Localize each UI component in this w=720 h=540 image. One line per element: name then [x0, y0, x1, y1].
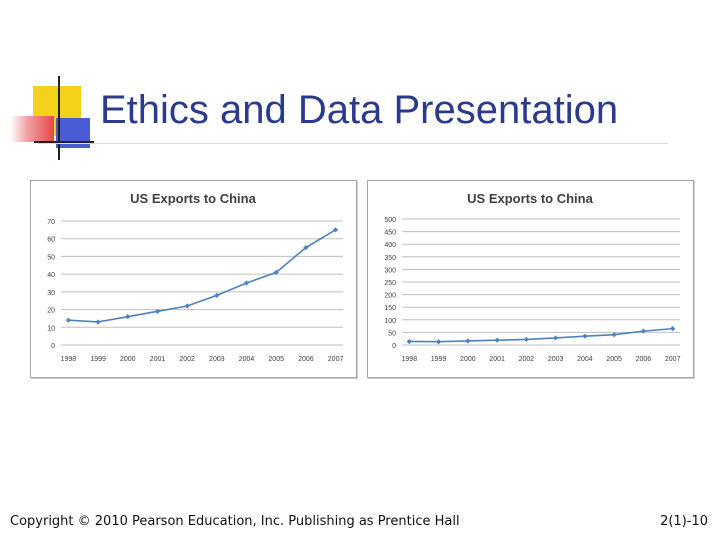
y-tick-label: 100 — [384, 318, 396, 325]
slide-number: 2(1)-10 — [660, 514, 708, 529]
x-tick-label: 2001 — [150, 356, 166, 363]
data-point — [65, 317, 72, 323]
series-line — [409, 327, 673, 343]
data-point — [303, 244, 309, 251]
data-point — [465, 338, 471, 344]
chart-frame-left: US Exports to China 0 10 20 30 40 50 60 70 1998 19… — [30, 180, 357, 378]
y-tick-label: 50 — [47, 254, 55, 261]
x-tick-label: 2002 — [519, 356, 535, 363]
data-point — [582, 333, 588, 339]
y-tick-label: 10 — [47, 325, 55, 332]
x-tick-label: 2002 — [179, 356, 195, 363]
data-point — [523, 336, 529, 343]
data-point — [125, 314, 131, 320]
slide-title: Ethics and Data Presentation — [100, 88, 619, 132]
x-tick-label: 2006 — [636, 356, 652, 363]
y-tick-label: 0 — [51, 343, 55, 350]
y-tick-label: 350 — [384, 255, 396, 262]
data-point — [406, 338, 412, 345]
x-tick-label: 2003 — [209, 356, 225, 363]
y-tick-label: 30 — [47, 290, 55, 297]
data-point — [670, 326, 676, 332]
x-tick-label: 1998 — [61, 356, 77, 363]
x-tick-label: 2006 — [298, 356, 314, 363]
y-tick-label: 250 — [384, 280, 396, 287]
y-tick-label: 70 — [47, 219, 55, 226]
x-tick-label: 2000 — [120, 356, 136, 363]
x-tick-label: 2000 — [460, 356, 476, 363]
y-tick-label: 40 — [47, 272, 55, 279]
x-tick-label: 1999 — [431, 356, 447, 363]
x-tick-label: 2007 — [665, 356, 681, 363]
y-tick-label: 450 — [384, 230, 396, 237]
line-chart-0-to-70: US Exports to China 0 10 20 30 40 50 60 70 1998 19… — [47, 191, 344, 363]
title-divider — [38, 143, 668, 144]
data-point — [95, 319, 101, 325]
x-tick-label: 2003 — [548, 356, 564, 363]
x-tick-label: 2001 — [489, 356, 505, 363]
x-tick-label: 1998 — [402, 356, 418, 363]
y-tick-label: 60 — [47, 237, 55, 244]
data-point — [332, 227, 339, 233]
data-point — [214, 292, 220, 298]
x-tick-label: 2005 — [606, 356, 622, 363]
chart-title: US Exports to China — [467, 191, 593, 206]
y-tick-label: 20 — [47, 308, 55, 315]
x-tick-label: 2004 — [577, 356, 593, 363]
line-chart-0-to-500: US Exports to China 0 50 100 150 200 250 300 350… — [384, 191, 681, 363]
y-tick-label: 200 — [384, 293, 396, 300]
y-tick-label: 0 — [392, 343, 396, 350]
x-tick-label: 2005 — [268, 356, 284, 363]
deco-red-bar — [10, 116, 54, 142]
data-point — [553, 335, 559, 341]
data-point — [494, 337, 500, 343]
y-tick-label: 50 — [388, 330, 396, 337]
x-tick-label: 1999 — [90, 356, 106, 363]
data-point — [184, 303, 190, 309]
data-point — [435, 339, 442, 345]
deco-vertical-line — [58, 76, 60, 160]
y-tick-label: 400 — [384, 242, 396, 249]
series-line — [68, 229, 336, 323]
chart-title: US Exports to China — [130, 191, 256, 206]
data-point — [243, 280, 250, 286]
y-tick-label: 300 — [384, 267, 396, 274]
chart-frame-right: US Exports to China 0 50 100 150 200 250 300 350… — [367, 180, 694, 378]
y-tick-label: 500 — [384, 217, 396, 224]
data-point — [640, 328, 647, 334]
deco-horizontal-line — [34, 141, 94, 143]
x-tick-label: 2004 — [239, 356, 255, 363]
y-tick-label: 150 — [384, 305, 396, 312]
x-tick-label: 2007 — [328, 356, 344, 363]
copyright-footer: Copyright © 2010 Pearson Education, Inc.… — [10, 514, 460, 529]
